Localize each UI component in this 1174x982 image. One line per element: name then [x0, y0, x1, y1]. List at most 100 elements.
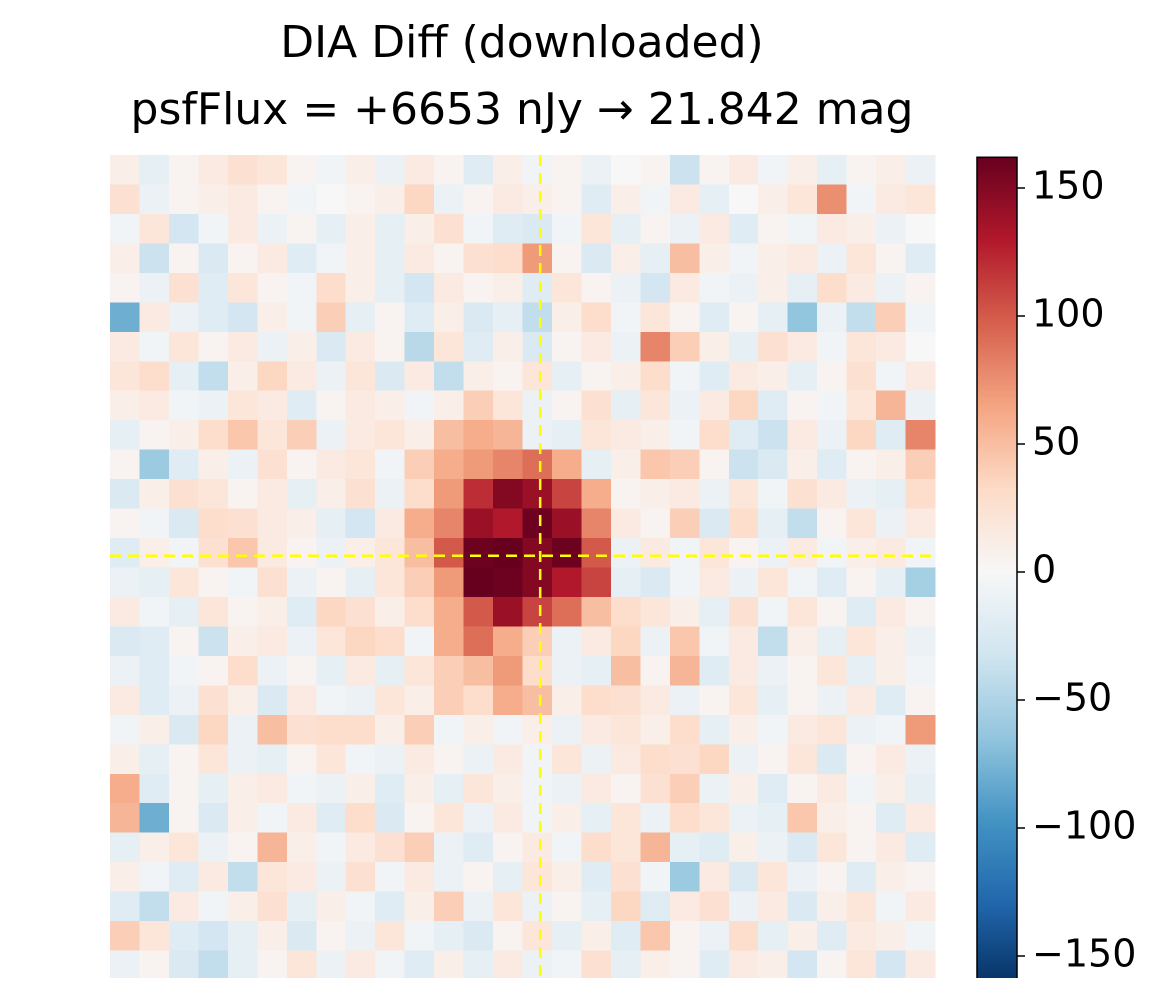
heatmap-cell: [640, 449, 671, 480]
heatmap-cell: [493, 331, 523, 362]
heatmap-cell: [640, 832, 671, 863]
heatmap-cell: [110, 243, 140, 274]
heatmap-cell: [846, 685, 877, 716]
heatmap-cell: [404, 243, 435, 274]
heatmap-cell: [139, 243, 170, 274]
heatmap-cell: [257, 655, 288, 686]
heatmap-cell: [581, 921, 612, 952]
heatmap-cell: [198, 331, 229, 362]
heatmap-cell: [876, 361, 907, 392]
heatmap-cell: [581, 272, 612, 303]
heatmap-cell: [375, 567, 406, 598]
heatmap-cell: [876, 862, 907, 893]
heatmap-cell: [787, 803, 818, 834]
heatmap-cell: [110, 420, 140, 451]
heatmap-cell: [316, 832, 347, 863]
heatmap-cell: [463, 832, 494, 863]
colorbar-tick-label: −150: [1032, 932, 1136, 976]
heatmap-cell: [345, 921, 376, 952]
heatmap-cell: [728, 714, 759, 745]
heatmap-cell: [463, 744, 494, 775]
heatmap-cell: [345, 449, 376, 480]
heatmap-cell: [551, 655, 582, 686]
heatmap-cell: [522, 567, 553, 598]
heatmap-cell: [316, 655, 347, 686]
heatmap-cell: [463, 361, 494, 392]
heatmap-cell: [610, 213, 641, 244]
heatmap-cell: [905, 655, 936, 686]
heatmap-cell: [110, 773, 140, 804]
heatmap-cell: [257, 773, 288, 804]
heatmap-cell: [375, 538, 406, 568]
heatmap-cell: [257, 567, 288, 598]
heatmap-cell: [463, 803, 494, 834]
heatmap-cell: [905, 773, 936, 804]
heatmap-cell: [463, 243, 494, 274]
heatmap-cell: [168, 655, 199, 686]
heatmap-cell: [286, 331, 317, 362]
heatmap-cell: [669, 420, 700, 451]
heatmap-cell: [610, 626, 641, 657]
heatmap-cell: [551, 479, 582, 510]
heatmap-cell: [728, 479, 759, 510]
heatmap-cell: [434, 744, 465, 775]
heatmap-cell: [581, 302, 612, 333]
heatmap-cell: [493, 832, 523, 863]
heatmap-cell: [699, 655, 730, 686]
heatmap-cell: [286, 449, 317, 480]
heatmap-cell: [434, 685, 465, 716]
heatmap-cell: [846, 626, 877, 657]
heatmap-cell: [227, 243, 258, 274]
heatmap-cell: [493, 803, 523, 834]
heatmap-cell: [110, 891, 140, 922]
heatmap-cell: [669, 390, 700, 421]
heatmap-cell: [463, 685, 494, 716]
heatmap-cell: [876, 921, 907, 952]
heatmap-cell: [139, 567, 170, 598]
heatmap-cell: [640, 184, 671, 215]
heatmap-cell: [168, 420, 199, 451]
heatmap-cell: [286, 272, 317, 303]
heatmap-cell: [345, 538, 376, 568]
heatmap-cell: [375, 862, 406, 893]
heatmap-cell: [375, 420, 406, 451]
heatmap-cell: [345, 803, 376, 834]
heatmap-cell: [817, 744, 848, 775]
heatmap-cell: [817, 596, 848, 627]
heatmap-cell: [110, 714, 140, 745]
heatmap-cell: [227, 213, 258, 244]
heatmap-cell: [227, 744, 258, 775]
heatmap-cell: [817, 420, 848, 451]
heatmap-cell: [551, 243, 582, 274]
heatmap-cell: [581, 714, 612, 745]
heatmap-cell: [758, 714, 789, 745]
heatmap-cell: [669, 508, 700, 539]
heatmap-cell: [551, 361, 582, 392]
heatmap-cell: [522, 479, 553, 510]
heatmap-cell: [905, 331, 936, 362]
heatmap-cell: [905, 891, 936, 922]
heatmap-cell: [817, 685, 848, 716]
heatmap-cell: [110, 862, 140, 893]
heatmap-cell: [168, 626, 199, 657]
heatmap-cell: [758, 449, 789, 480]
heatmap-cell: [434, 213, 465, 244]
heatmap-cell: [551, 155, 582, 185]
heatmap-cell: [817, 626, 848, 657]
heatmap-cell: [345, 479, 376, 510]
heatmap-cell: [728, 655, 759, 686]
heatmap-cell: [286, 302, 317, 333]
heatmap-cell: [168, 685, 199, 716]
heatmap-cell: [493, 508, 523, 539]
heatmap-cell: [610, 685, 641, 716]
heatmap-cell: [640, 891, 671, 922]
heatmap-cell: [345, 714, 376, 745]
heatmap-cell: [110, 272, 140, 303]
heatmap-cell: [286, 744, 317, 775]
heatmap-cell: [551, 390, 582, 421]
heatmap-cell: [404, 596, 435, 627]
heatmap-cell: [139, 950, 170, 981]
heatmap-cell: [846, 862, 877, 893]
heatmap-cell: [699, 596, 730, 627]
heatmap-cell: [551, 714, 582, 745]
